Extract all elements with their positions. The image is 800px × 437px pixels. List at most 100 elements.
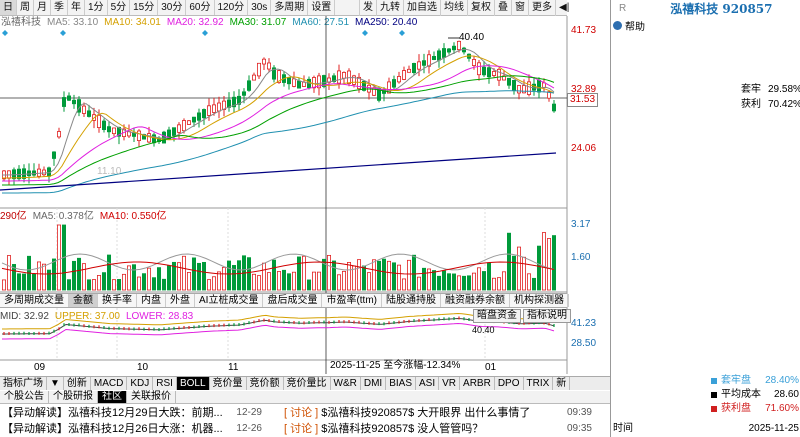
discussion-tag-bracket: [ (284, 407, 291, 419)
indicator-button-0[interactable]: 指标广场 (0, 377, 47, 390)
chip-legend-row: 平均成本 28.60 (611, 388, 800, 402)
tool-button-0[interactable]: 发 (359, 0, 376, 16)
indicator-button-12[interactable]: BIAS (386, 377, 416, 390)
period-button-8[interactable]: 30分 (158, 0, 187, 15)
candle-body (151, 134, 156, 144)
stock-title: 泓禧科技 920857 (670, 1, 773, 16)
discussion-tag: 讨论 (290, 407, 313, 419)
tool-button-2[interactable]: 加自选 (403, 0, 440, 16)
volume-bar (326, 254, 331, 291)
period-button-5[interactable]: 1分 (85, 0, 108, 15)
ma30-line (2, 75, 555, 186)
tool-button-1[interactable]: 九转 (376, 0, 403, 16)
volume-bar (456, 275, 461, 291)
indicator-help-button[interactable]: 指标说明 (523, 309, 571, 323)
candle-body (216, 102, 221, 112)
period-button-13[interactable]: 设置 (308, 0, 336, 15)
tool-button-7[interactable]: 更多 (528, 0, 555, 16)
discussion-tag-bracket: ] (312, 423, 322, 435)
period-button-9[interactable]: 60分 (186, 0, 215, 15)
indicator-tab-0[interactable]: 多周期成交量 (0, 294, 69, 307)
candle-body (16, 168, 21, 180)
indicator-button-6[interactable]: BOLL (176, 377, 210, 390)
candle-body (396, 76, 401, 83)
indicator-tab-6[interactable]: 盘后成交量 (263, 294, 323, 307)
tool-button-8[interactable]: ◀| (555, 0, 572, 16)
period-button-6[interactable]: 5分 (108, 0, 131, 15)
news-tab-1[interactable]: 个股研报 (49, 391, 98, 403)
period-button-4[interactable]: 年 (68, 0, 85, 15)
indicator-button-8[interactable]: 竞价额 (247, 377, 284, 390)
candle-body (316, 75, 321, 89)
candle-body (67, 95, 72, 101)
candle-body (506, 77, 511, 86)
candle-body (486, 67, 491, 78)
volume-bar (196, 262, 201, 291)
discussion-item[interactable]: [ 讨论 ] $泓禧科技920857$ 没人管管吗？ 09:35 (284, 421, 592, 437)
indicator-button-13[interactable]: ASI (416, 377, 440, 390)
volume-bar (537, 245, 542, 291)
candle-body (37, 168, 42, 177)
news-tab-2[interactable]: 社区 (98, 391, 127, 403)
indicator-button-11[interactable]: DMI (361, 377, 387, 390)
trap-label: 套牢 (741, 84, 761, 95)
volume-bar (286, 273, 291, 291)
period-button-1[interactable]: 周 (17, 0, 34, 15)
help-link[interactable]: 帮助 (613, 18, 645, 33)
indicator-button-17[interactable]: TRIX (524, 377, 554, 390)
period-button-12[interactable]: 多周期 (271, 0, 309, 15)
candle-body (21, 168, 26, 179)
indicator-tab-8[interactable]: 陆股通持股 (382, 294, 441, 307)
indicator-button-5[interactable]: RSI (153, 377, 177, 390)
period-button-0[interactable]: 日 (0, 0, 17, 15)
indicator-button-18[interactable]: 新 (553, 377, 571, 390)
candle-body (456, 40, 461, 51)
time-label: 时间 (613, 423, 633, 434)
volume-bar (161, 278, 166, 291)
indicator-button-3[interactable]: MACD (91, 377, 128, 390)
news-tab-0[interactable]: 个股公告 (0, 391, 49, 403)
indicator-tab-4[interactable]: 外盘 (166, 294, 195, 307)
news-list-left: 【异动解读】泓禧科技12月29日大跌：前期... 12-29 【异动解读】泓禧科技1… (2, 405, 262, 437)
period-button-7[interactable]: 15分 (130, 0, 159, 15)
date-tick: 09 (34, 362, 46, 373)
indicator-button-15[interactable]: ARBR (460, 377, 495, 390)
indicator-tab-7[interactable]: 市盈率(ttm) (322, 294, 382, 307)
tool-button-5[interactable]: 叠 (494, 0, 511, 16)
tool-button-3[interactable]: 均线 (440, 0, 467, 16)
legend-value: 28.60 (773, 389, 799, 400)
indicator-button-7[interactable]: 竞价量 (210, 377, 247, 390)
indicator-button-16[interactable]: DPO (495, 377, 524, 390)
candle-body (161, 131, 166, 144)
candle-body (446, 48, 451, 53)
period-button-11[interactable]: 30s (248, 0, 272, 15)
indicator-tab-5[interactable]: AI立桩成交量 (195, 294, 264, 307)
period-button-2[interactable]: 月 (34, 0, 51, 15)
indicator-tab-1[interactable]: 金额 (69, 294, 98, 307)
discussion-item[interactable]: [ 讨论 ] $泓禧科技920857$ 大开眼界 出什么事情了 09:39 (284, 405, 592, 421)
news-tab-3[interactable]: 关联报价 (127, 391, 176, 403)
indicator-tab-2[interactable]: 换手率 (98, 294, 137, 307)
volume-bar (112, 279, 117, 291)
news-item[interactable]: 【异动解读】泓禧科技12月26日大涨：机器... 12-26 (2, 421, 262, 437)
legend-label: 套牢盘 (721, 375, 751, 386)
news-item[interactable]: 【异动解读】泓禧科技12月29日大跌：前期... 12-29 (2, 405, 262, 421)
dark-pool-button[interactable]: 暗盘资金 (473, 309, 521, 323)
indicator-button-14[interactable]: VR (439, 377, 461, 390)
period-button-10[interactable]: 120分 (215, 0, 249, 15)
indicator-button-1[interactable]: ▼ (47, 377, 64, 390)
candle-body (361, 80, 366, 91)
indicator-button-9[interactable]: 竞价量比 (284, 377, 331, 390)
period-button-3[interactable]: 季 (51, 0, 68, 15)
indicator-button-2[interactable]: 创新 (64, 377, 91, 390)
indicator-tab-3[interactable]: 内盘 (137, 294, 166, 307)
tool-button-4[interactable]: 复权 (467, 0, 494, 16)
indicator-tab-9[interactable]: 融资融券余额 (441, 294, 510, 307)
indicator-button-10[interactable]: W&R (331, 377, 361, 390)
volume-bar (446, 273, 451, 291)
indicator-button-4[interactable]: KDJ (127, 377, 154, 390)
indicator-tab-10[interactable]: 机构探测器 (510, 294, 569, 307)
tool-button-6[interactable]: 窗 (511, 0, 528, 16)
candle-body (87, 110, 92, 117)
